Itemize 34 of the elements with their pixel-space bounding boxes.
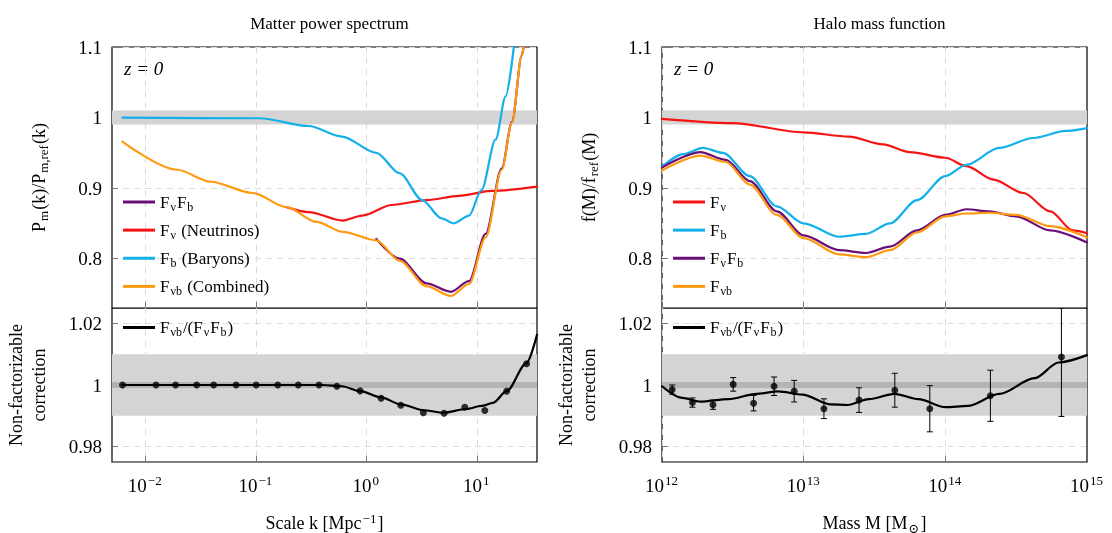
y-tick-label: 1.02 (68, 312, 102, 334)
y-axis-title: Non-factorizable correction (6, 324, 49, 446)
point (356, 387, 364, 395)
y-axis-title: f(M)/fref(M) (578, 132, 601, 223)
y-tick-label: 0.98 (618, 436, 652, 458)
point (210, 381, 218, 389)
point (523, 360, 531, 368)
x-axis-title: Mass M [M⊙] (822, 513, 927, 533)
y-tick-label: 1 (92, 107, 102, 129)
y-tick-label: 1 (642, 374, 652, 396)
y-tick-label: 1 (92, 374, 102, 396)
point (377, 394, 385, 402)
point (274, 381, 282, 389)
y-axis-title: Pm(k)/Pm,ref(k) (28, 123, 51, 232)
y-tick-label: 1.1 (78, 36, 102, 58)
y-tick-label: 0.8 (628, 248, 652, 270)
y-tick-label: 1.02 (618, 312, 652, 334)
y-tick-label: 1.1 (628, 36, 652, 58)
point (440, 409, 448, 417)
y-tick-label: 1 (642, 107, 652, 129)
y-tick-label: 0.8 (78, 248, 102, 270)
point (503, 387, 511, 395)
point (419, 409, 427, 417)
annotation: z = 0 (673, 58, 714, 79)
y-tick-label: 0.98 (68, 436, 102, 458)
point (397, 401, 405, 409)
chart-title: Halo mass function (813, 14, 947, 34)
point (461, 403, 469, 411)
point (294, 381, 302, 389)
y-tick-label: 0.9 (78, 177, 102, 199)
y-tick-label: 0.9 (628, 177, 652, 199)
point (481, 407, 489, 415)
chart-title: Matter power spectrum (250, 14, 409, 34)
y-axis-title: Non-factorizable correction (556, 324, 599, 446)
